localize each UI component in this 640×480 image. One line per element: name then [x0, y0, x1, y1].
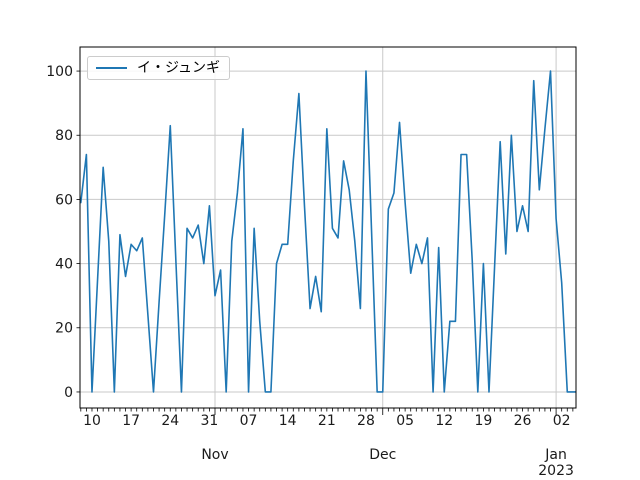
- y-tick-label: 80: [55, 128, 73, 144]
- month-label: Jan: [544, 447, 567, 463]
- series-line: [80, 70, 576, 393]
- y-tick-label: 100: [46, 64, 73, 80]
- x-tick-label: 26: [514, 413, 532, 429]
- y-tick-label: 20: [55, 321, 73, 337]
- x-tick-label: 17: [122, 413, 140, 429]
- x-tick-label: 07: [240, 413, 258, 429]
- x-tick-label: 05: [396, 413, 414, 429]
- x-tick-label: 14: [279, 413, 297, 429]
- legend[interactable]: イ・ジュンギ: [87, 56, 231, 80]
- legend-line-sample-icon: [96, 67, 127, 69]
- legend-series-label: イ・ジュンギ: [137, 60, 221, 76]
- data-series: [80, 70, 576, 393]
- x-tick-label: 31: [200, 413, 218, 429]
- y-tick-label: 40: [55, 257, 73, 273]
- x-tick-label: 24: [161, 413, 179, 429]
- month-label: Nov: [201, 447, 228, 463]
- x-tick-label: 21: [318, 413, 336, 429]
- month-label: Dec: [369, 447, 396, 463]
- y-tick-label: 60: [55, 192, 73, 208]
- axes-spines: [79, 46, 577, 409]
- x-tick-label: 12: [435, 413, 453, 429]
- year-label: 2023: [538, 463, 574, 479]
- x-tick-label: 28: [357, 413, 375, 429]
- y-tick-label: 0: [64, 385, 73, 401]
- tick-marks: [76, 70, 574, 415]
- grid-lines: [80, 47, 576, 408]
- x-tick-label: 19: [474, 413, 492, 429]
- x-tick-label: 10: [83, 413, 101, 429]
- x-tick-label: 02: [553, 413, 571, 429]
